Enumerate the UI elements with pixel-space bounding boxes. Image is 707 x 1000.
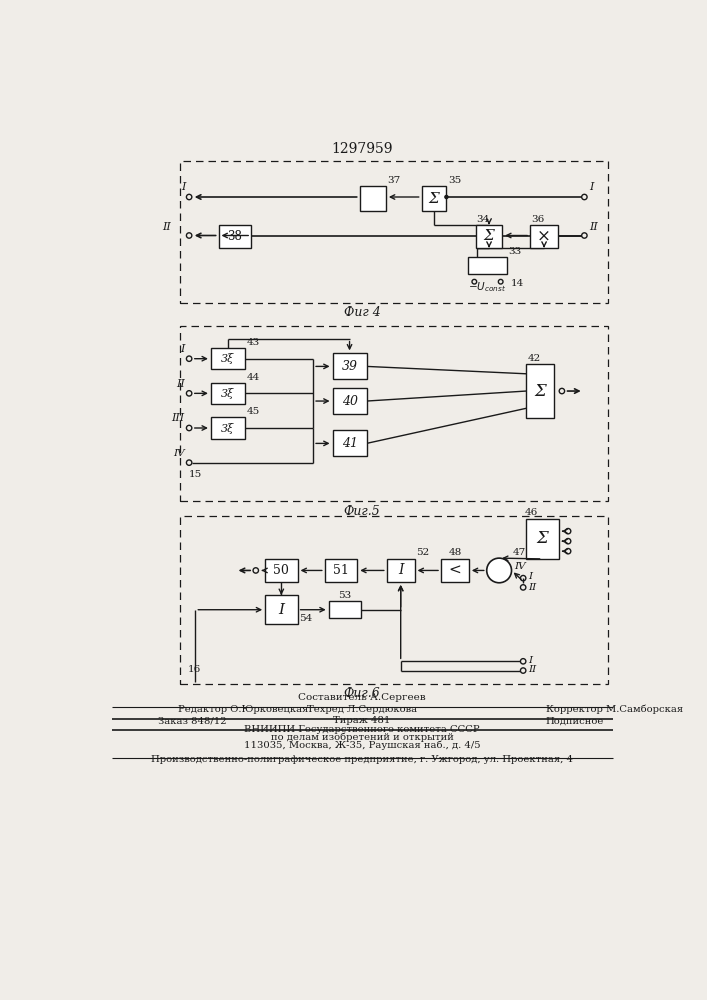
Text: 1297959: 1297959 <box>331 142 392 156</box>
Text: II: II <box>529 665 537 674</box>
Bar <box>180 161 607 303</box>
Text: II: II <box>162 222 171 232</box>
Text: I: I <box>182 182 186 192</box>
Text: 42: 42 <box>528 354 541 363</box>
Text: 54: 54 <box>299 614 312 623</box>
Text: 50: 50 <box>274 564 289 577</box>
Text: $-U_{const}$: $-U_{const}$ <box>469 280 507 294</box>
Bar <box>325 559 357 582</box>
Text: 45: 45 <box>247 407 259 416</box>
Text: Σ: Σ <box>428 192 439 206</box>
Text: Подписное: Подписное <box>546 716 604 725</box>
Text: Редактор О.Юрковецкая: Редактор О.Юрковецкая <box>177 705 308 714</box>
Bar <box>218 225 251 248</box>
Text: 37: 37 <box>387 176 401 185</box>
Bar <box>468 257 507 274</box>
Text: Σ: Σ <box>537 530 549 547</box>
Text: 47: 47 <box>513 548 526 557</box>
Text: 113035, Москва, Ж-35, Раушская наб., д. 4/5: 113035, Москва, Ж-35, Раушская наб., д. … <box>244 740 480 750</box>
Bar <box>332 430 367 456</box>
Text: Заказ 848/12: Заказ 848/12 <box>158 716 227 725</box>
Text: Техред Л.Сердюкова: Техред Л.Сердюкова <box>307 705 417 714</box>
Text: II: II <box>176 379 185 389</box>
Text: III: III <box>171 413 185 423</box>
Bar <box>211 417 245 439</box>
Text: 43: 43 <box>247 338 259 347</box>
Text: Составитель А.Сергеев: Составитель А.Сергеев <box>298 693 426 702</box>
Text: Фиг.5: Фиг.5 <box>344 505 380 518</box>
Text: 33: 33 <box>508 247 522 256</box>
Text: I: I <box>529 572 532 581</box>
Text: 3ξ: 3ξ <box>221 422 235 434</box>
Text: I: I <box>180 344 185 354</box>
Bar <box>360 186 386 211</box>
Bar <box>332 388 367 414</box>
Text: 41: 41 <box>341 437 358 450</box>
Bar <box>526 364 554 418</box>
Text: IV: IV <box>515 562 526 571</box>
Bar <box>526 519 559 559</box>
Bar <box>265 559 298 582</box>
Bar <box>530 225 558 248</box>
Text: Фиг 4: Фиг 4 <box>344 306 380 319</box>
Text: 3ξ: 3ξ <box>221 353 235 364</box>
Text: 3ξ: 3ξ <box>221 388 235 399</box>
Bar <box>265 595 298 624</box>
Text: Корректор М.Самборская: Корректор М.Самборская <box>546 705 683 714</box>
Text: Σ: Σ <box>534 383 546 400</box>
Bar <box>387 559 414 582</box>
Text: ВНИИПИ Государственного комитета СССР: ВНИИПИ Государственного комитета СССР <box>244 725 480 734</box>
Text: <: < <box>448 563 462 577</box>
Text: 38: 38 <box>228 230 243 243</box>
Text: 51: 51 <box>333 564 349 577</box>
Bar <box>211 348 245 369</box>
Bar <box>421 186 446 211</box>
Text: 53: 53 <box>338 591 351 600</box>
Text: I: I <box>589 182 593 192</box>
Text: Σ: Σ <box>484 229 494 243</box>
Text: 36: 36 <box>532 215 545 224</box>
Text: 48: 48 <box>448 548 462 557</box>
Bar <box>211 383 245 404</box>
Bar <box>476 225 502 248</box>
Text: I: I <box>279 603 284 617</box>
Text: 46: 46 <box>525 508 538 517</box>
Text: I: I <box>529 656 532 665</box>
Text: 15: 15 <box>189 470 202 479</box>
Text: I: I <box>398 563 404 577</box>
Circle shape <box>445 195 448 199</box>
Text: Фиг.6: Фиг.6 <box>344 687 380 700</box>
Bar <box>332 353 367 379</box>
Text: 35: 35 <box>448 176 461 185</box>
Text: II: II <box>529 583 537 592</box>
Bar <box>180 516 607 684</box>
Text: IV: IV <box>173 449 185 458</box>
Text: 34: 34 <box>477 215 490 224</box>
Text: 44: 44 <box>247 373 259 382</box>
Bar <box>441 559 469 582</box>
Text: 14: 14 <box>510 279 524 288</box>
Bar <box>329 601 361 618</box>
Text: 39: 39 <box>341 360 358 373</box>
Text: Тираж 481: Тираж 481 <box>333 716 391 725</box>
Text: 52: 52 <box>416 548 429 557</box>
Text: 40: 40 <box>341 395 358 408</box>
Text: 16: 16 <box>187 665 201 674</box>
Circle shape <box>486 558 512 583</box>
Text: II: II <box>589 222 598 232</box>
Text: Производственно-полиграфическое предприятие, г. Ужгород, ул. Проектная, 4: Производственно-полиграфическое предприя… <box>151 755 573 764</box>
Bar <box>180 326 607 501</box>
Text: по делам изобретений и открытий: по делам изобретений и открытий <box>271 733 453 742</box>
Text: ×: × <box>537 228 551 245</box>
